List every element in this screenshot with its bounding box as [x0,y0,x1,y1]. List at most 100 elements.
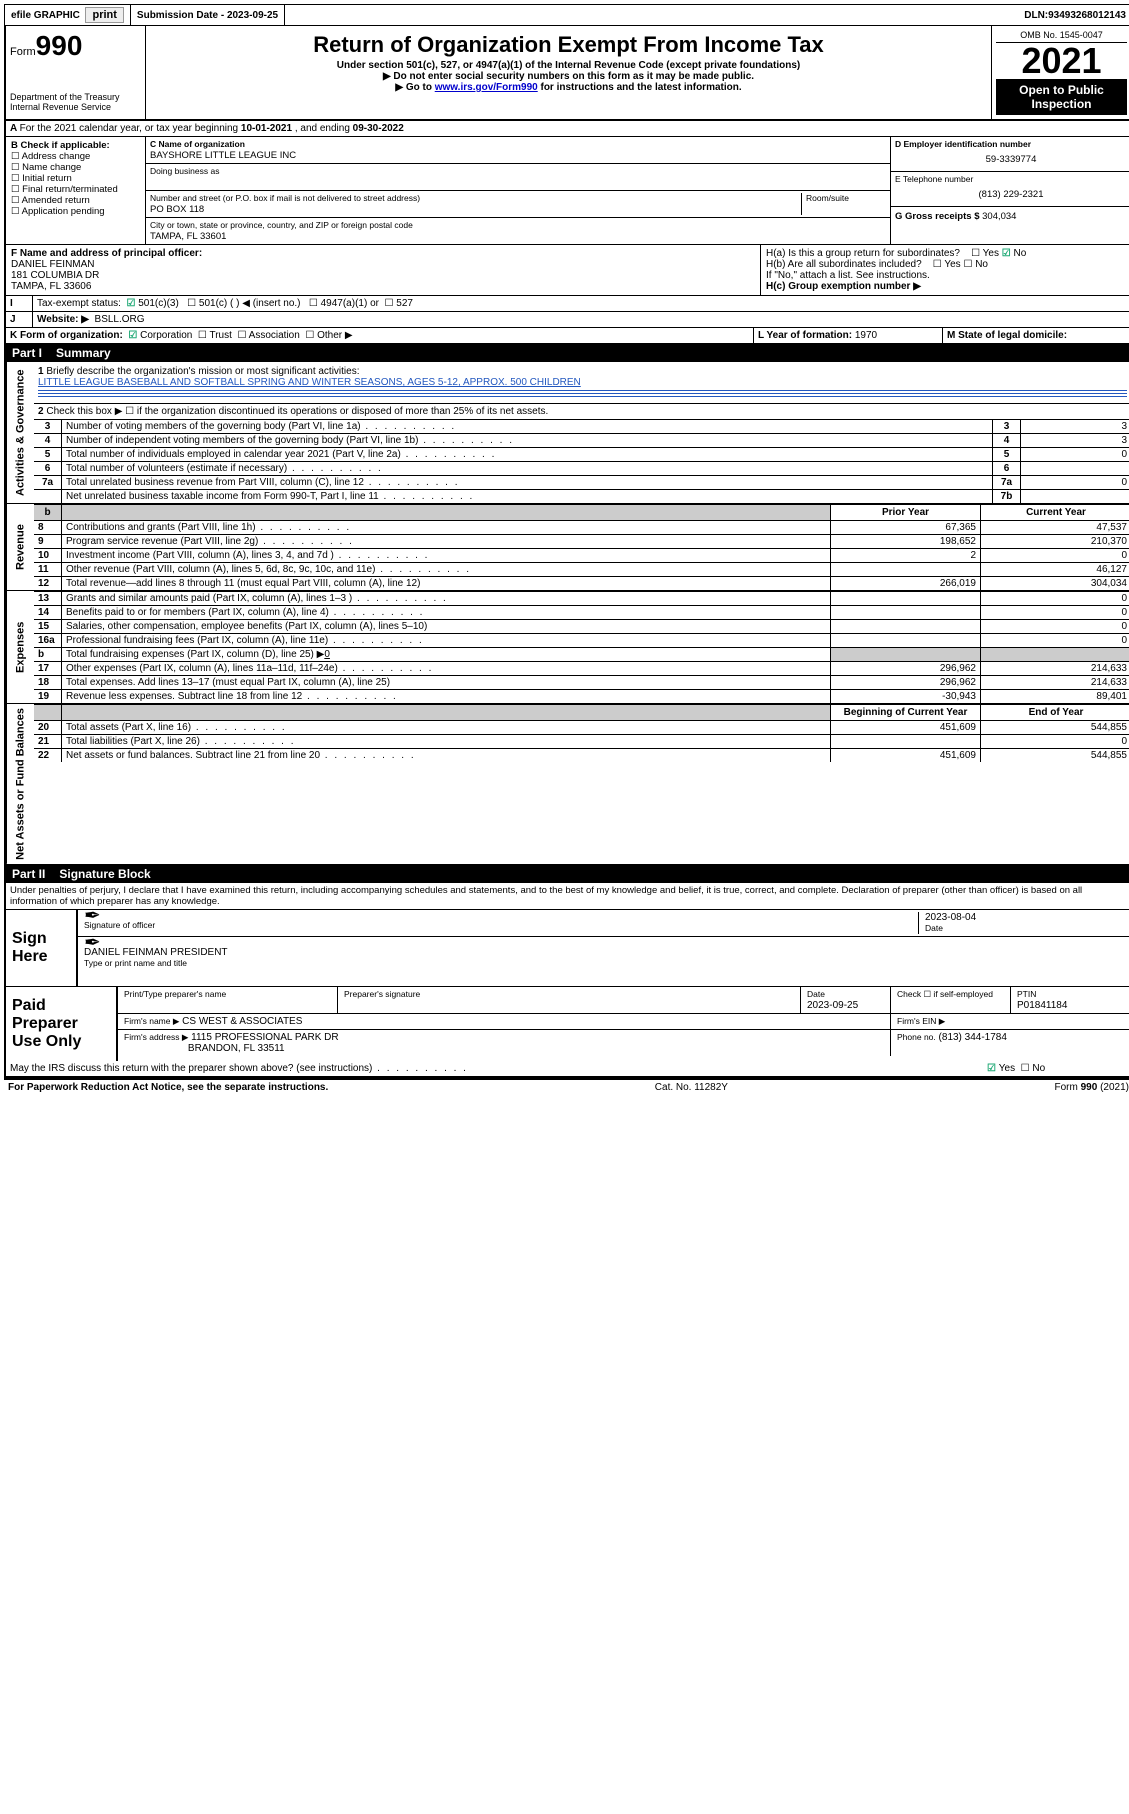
l7b-text: Net unrelated business taxable income fr… [62,490,993,503]
officer-addr2: TAMPA, FL 33606 [11,281,91,292]
i-4947[interactable]: 4947(a)(1) or [309,298,379,309]
ptin-value: P01841184 [1017,1000,1067,1011]
chk-application-pending[interactable]: Application pending [11,206,140,217]
i-501c[interactable]: 501(c) ( ) ◀ (insert no.) [187,298,300,309]
ha-no[interactable]: No [1002,248,1027,259]
l5-val: 0 [1021,448,1129,461]
city-label: City or town, state or province, country… [150,220,413,230]
l13-t: Grants and similar amounts paid (Part IX… [62,592,831,605]
officer-addr1: 181 COLUMBIA DR [11,270,99,281]
l12-p: 266,019 [831,577,981,590]
l3-val: 3 [1021,420,1129,433]
chk-final-return[interactable]: Final return/terminated [11,184,140,195]
name-title-label: Type or print name and title [84,958,187,968]
l16a-p [831,634,981,647]
l17-t: Other expenses (Part IX, column (A), lin… [62,662,831,675]
ha-yes[interactable]: Yes [971,248,999,259]
self-employed-label[interactable]: Check ☐ if self-employed [897,989,993,999]
i-527[interactable]: 527 [385,298,413,309]
f-officer-label: F Name and address of principal officer: [11,248,202,259]
l20-c: 544,855 [981,721,1129,734]
irs-label: Internal Revenue Service [10,102,141,112]
k-other[interactable]: Other ▶ [305,330,352,341]
l9-p: 198,652 [831,535,981,548]
firm-phone-label: Phone no. [897,1032,936,1042]
l16a-c: 0 [981,634,1129,647]
paid-preparer-label: Paid Preparer Use Only [6,987,116,1061]
c-name-label: C Name of organization [150,139,245,149]
l3-text: Number of voting members of the governin… [62,420,993,433]
m-label: M State of legal domicile: [947,330,1067,341]
cat-no: Cat. No. 11282Y [655,1082,728,1093]
l22-p: 451,609 [831,749,981,762]
prep-date: 2023-09-25 [807,1000,858,1011]
phone-value: (813) 229-2321 [895,185,1127,204]
d-ein-label: D Employer identification number [895,139,1031,149]
form-title: Return of Organization Exempt From Incom… [150,32,987,58]
chk-name-change[interactable]: Name change [11,162,140,173]
l12-c: 304,034 [981,577,1129,590]
l11-t: Other revenue (Part VIII, column (A), li… [62,563,831,576]
h-note: If "No," attach a list. See instructions… [766,270,1126,281]
l4-val: 3 [1021,434,1129,447]
discuss-no[interactable]: No [1021,1063,1046,1074]
org-name: BAYSHORE LITTLE LEAGUE INC [150,150,296,161]
k-assoc[interactable]: Association [237,330,299,341]
e-phone-label: E Telephone number [895,174,973,184]
l7a-val: 0 [1021,476,1129,489]
firm-name-label: Firm's name ▶ [124,1016,179,1026]
l14-t: Benefits paid to or for members (Part IX… [62,606,831,619]
l21-c: 0 [981,735,1129,748]
l9-c: 210,370 [981,535,1129,548]
hb-no[interactable]: No [963,259,988,270]
org-address: PO BOX 118 [150,204,204,215]
firm-phone: (813) 344-1784 [939,1032,1007,1043]
irs-link[interactable]: www.irs.gov/Form990 [435,82,538,93]
i-501c3[interactable]: 501(c)(3) [126,298,178,309]
chk-address-change[interactable]: Address change [11,151,140,162]
l22-c: 544,855 [981,749,1129,762]
hb-yes[interactable]: Yes [933,259,961,270]
l10-c: 0 [981,549,1129,562]
chk-amended-return[interactable]: Amended return [11,195,140,206]
l-label: L Year of formation: [758,330,852,341]
firm-addr1: 1115 PROFESSIONAL PARK DR [191,1032,338,1043]
subtitle-1: Under section 501(c), 527, or 4947(a)(1)… [150,60,987,71]
pra-notice: For Paperwork Reduction Act Notice, see … [8,1082,328,1093]
i-label: Tax-exempt status: [37,298,121,309]
k-corp[interactable]: Corporation [128,330,192,341]
part1-bar: Part ISummary [6,344,1129,362]
part2-bar: Part IISignature Block [6,865,1129,883]
print-button[interactable]: print [85,7,123,23]
dept-treasury: Department of the Treasury [10,92,141,102]
prep-name-label: Print/Type preparer's name [124,989,226,999]
sig-date: 2023-08-04 [925,912,976,923]
l15-p [831,620,981,633]
l13-p [831,592,981,605]
l8-c: 47,537 [981,521,1129,534]
l18-c: 214,633 [981,676,1129,689]
l19-p: -30,943 [831,690,981,703]
k-trust[interactable]: Trust [198,330,232,341]
subtitle-2: Do not enter social security numbers on … [150,71,987,82]
firm-ein-label: Firm's EIN ▶ [897,1016,945,1026]
year-formation: 1970 [855,330,877,341]
chk-initial-return[interactable]: Initial return [11,173,140,184]
l5-text: Total number of individuals employed in … [62,448,993,461]
form-number: Form990 [10,30,141,62]
efile-label: efile GRAPHIC print [5,5,131,25]
j-label: Website: ▶ [37,314,89,325]
period-row: A For the 2021 calendar year, or tax yea… [6,121,1129,137]
l19-t: Revenue less expenses. Subtract line 18 … [62,690,831,703]
col-prior: Prior Year [831,505,981,520]
l6-text: Total number of volunteers (estimate if … [62,462,993,475]
tab-revenue: Revenue [6,504,34,590]
discuss-yes[interactable]: Yes [987,1063,1015,1074]
l6-val [1021,462,1129,475]
l18-t: Total expenses. Add lines 13–17 (must eq… [62,676,831,689]
org-city: TAMPA, FL 33601 [150,231,226,242]
tab-activities-governance: Activities & Governance [6,362,34,503]
addr-label: Number and street (or P.O. box if mail i… [150,193,420,203]
ein-value: 59-3339774 [895,150,1127,169]
col-bcy: Beginning of Current Year [831,705,981,720]
